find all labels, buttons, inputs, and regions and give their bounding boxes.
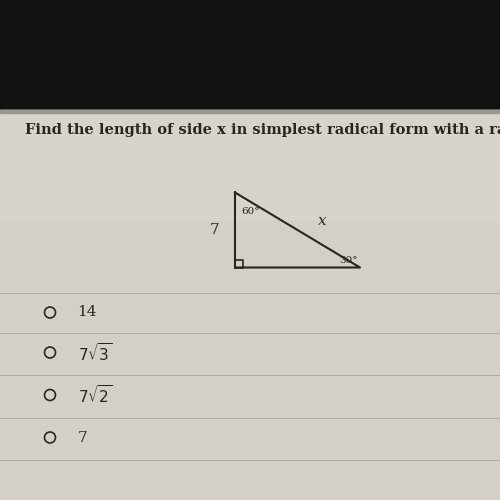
Text: $7\sqrt{2}$: $7\sqrt{2}$ <box>78 384 112 406</box>
Text: 7: 7 <box>210 223 220 237</box>
Text: 60°: 60° <box>242 206 260 216</box>
Bar <box>0 110 500 112</box>
Text: Find the length of side x in simplest radical form with a rational denom: Find the length of side x in simplest ra… <box>25 123 500 137</box>
Text: 14: 14 <box>78 306 97 320</box>
Bar <box>0 110 500 500</box>
Text: x: x <box>318 214 327 228</box>
Text: 7: 7 <box>78 430 87 444</box>
Text: $7\sqrt{3}$: $7\sqrt{3}$ <box>78 342 112 363</box>
Bar <box>0 110 500 220</box>
Text: 30°: 30° <box>339 256 357 265</box>
